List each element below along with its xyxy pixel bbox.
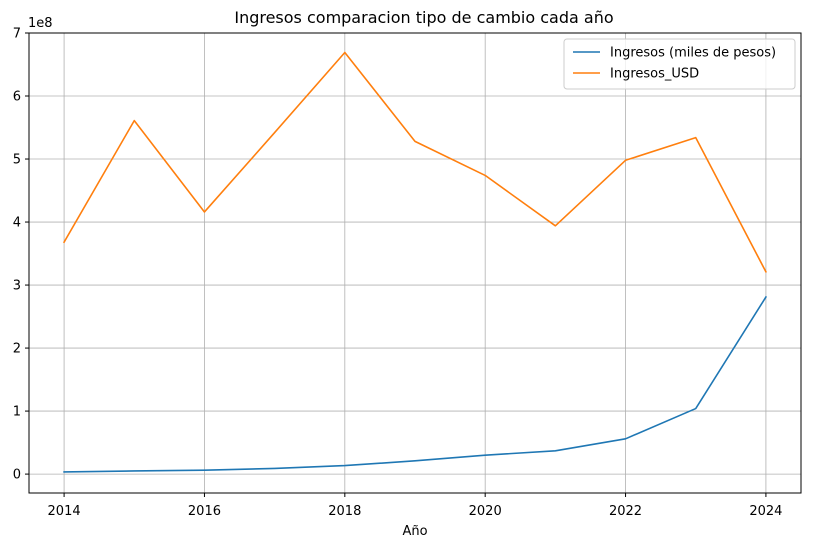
x-tick-label: 2022 [609,504,642,519]
y-tick-label: 3 [13,279,21,294]
x-tick-label: 2014 [48,504,81,519]
y-tick-label: 6 [13,90,21,105]
y-tick-label: 2 [13,342,21,357]
chart-title: Ingresos comparacion tipo de cambio cada… [234,8,613,27]
y-tick-label: 1 [13,405,21,420]
plot-frame [28,32,802,494]
y-tick-label: 0 [13,468,21,483]
x-tick-label: 2018 [328,504,361,519]
y-tick-label: 5 [13,153,21,168]
series-lines [62,51,768,473]
legend-box [563,38,796,90]
legend: Ingresos (miles de pesos) Ingresos_USD [563,38,796,90]
series-line-2 [62,51,767,273]
legend-entry: Ingresos (miles de pesos) [610,46,776,61]
y-tick-label: 4 [13,216,21,231]
y-offset-label: 1e8 [28,16,53,31]
grid [29,32,801,493]
x-axis: 2014 2016 2018 2020 2022 2024 [48,493,782,519]
legend-entry: Ingresos_USD [610,67,699,82]
y-axis: 0 1 2 3 4 5 6 7 [13,27,29,483]
x-tick-label: 2016 [188,504,221,519]
x-tick-label: 2024 [749,504,782,519]
series-line-1 [63,295,768,473]
y-tick-label: 7 [13,27,21,42]
x-axis-label: Año [402,524,427,539]
x-tick-label: 2020 [469,504,502,519]
